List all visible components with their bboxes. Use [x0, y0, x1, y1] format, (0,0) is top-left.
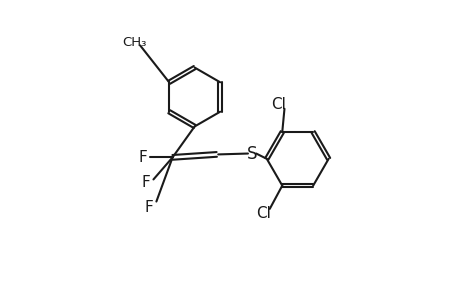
Text: S: S [246, 145, 257, 163]
Text: CH₃: CH₃ [122, 36, 146, 49]
Text: Cl: Cl [270, 97, 285, 112]
Text: F: F [141, 175, 150, 190]
Text: F: F [139, 150, 147, 165]
Text: Cl: Cl [256, 206, 271, 221]
Text: F: F [144, 200, 153, 215]
